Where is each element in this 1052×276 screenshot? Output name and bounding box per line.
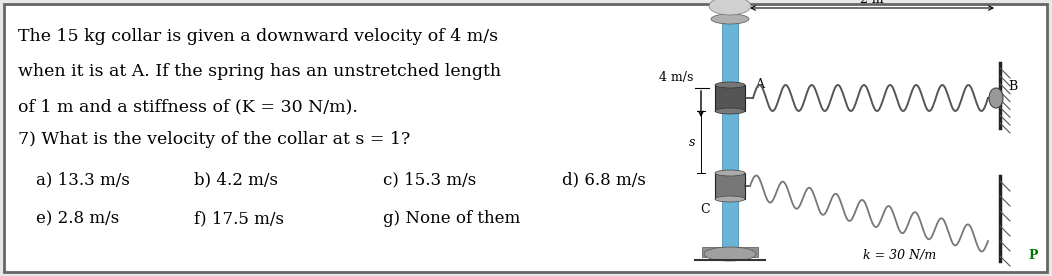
Text: B: B (1008, 79, 1017, 92)
Ellipse shape (709, 0, 751, 15)
Text: a) 13.3 m/s: a) 13.3 m/s (36, 171, 129, 188)
Text: 4 m/s: 4 m/s (659, 71, 693, 84)
Ellipse shape (704, 247, 756, 261)
Text: A: A (755, 78, 764, 91)
Text: 7) What is the velocity of the collar at s = 1?: 7) What is the velocity of the collar at… (18, 131, 410, 148)
Ellipse shape (715, 196, 745, 202)
Bar (722, 14, 739, 258)
Bar (702, 247, 758, 257)
Text: c) 15.3 m/s: c) 15.3 m/s (383, 171, 477, 188)
Text: b) 4.2 m/s: b) 4.2 m/s (194, 171, 278, 188)
Text: when it is at A. If the spring has an unstretched length: when it is at A. If the spring has an un… (18, 63, 501, 80)
Ellipse shape (711, 14, 749, 24)
Text: f) 17.5 m/s: f) 17.5 m/s (194, 210, 284, 227)
Bar (715, 85, 745, 111)
Text: g) None of them: g) None of them (383, 210, 521, 227)
Text: The 15 kg collar is given a downward velocity of 4 m/s: The 15 kg collar is given a downward vel… (18, 28, 499, 45)
Ellipse shape (715, 170, 745, 176)
Text: e) 2.8 m/s: e) 2.8 m/s (36, 210, 119, 227)
Text: of 1 m and a stiffness of (K = 30 N/m).: of 1 m and a stiffness of (K = 30 N/m). (18, 98, 358, 115)
Text: C: C (701, 203, 710, 216)
Ellipse shape (715, 82, 745, 88)
Text: P: P (1029, 249, 1038, 262)
Text: 2 m: 2 m (861, 0, 884, 6)
Bar (715, 173, 745, 199)
Text: s: s (689, 136, 695, 148)
FancyBboxPatch shape (4, 4, 1047, 272)
Ellipse shape (715, 108, 745, 114)
Ellipse shape (989, 88, 1003, 108)
Text: k = 30 N/m: k = 30 N/m (864, 249, 936, 262)
Text: d) 6.8 m/s: d) 6.8 m/s (562, 171, 646, 188)
